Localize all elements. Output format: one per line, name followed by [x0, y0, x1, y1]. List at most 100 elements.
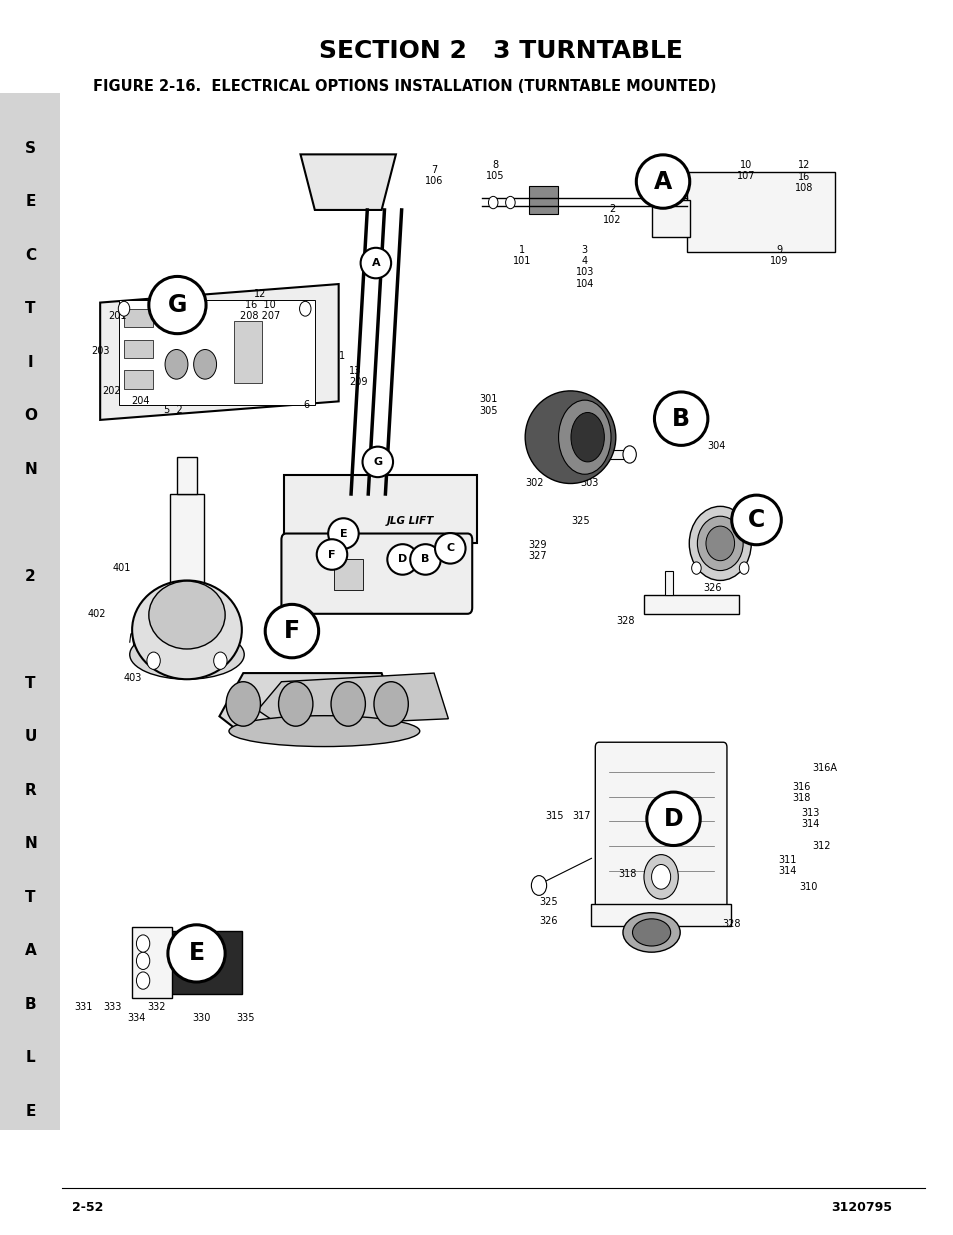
Ellipse shape — [360, 248, 391, 278]
Text: SECTION 2   3 TURNTABLE: SECTION 2 3 TURNTABLE — [318, 38, 682, 63]
Ellipse shape — [705, 526, 734, 561]
Text: 310: 310 — [799, 882, 817, 892]
Ellipse shape — [149, 582, 225, 650]
Text: 326: 326 — [538, 916, 557, 926]
FancyBboxPatch shape — [119, 300, 314, 405]
Ellipse shape — [168, 925, 225, 982]
Text: A: A — [371, 258, 380, 268]
Bar — [334, 559, 362, 590]
Text: 333: 333 — [103, 1002, 122, 1011]
Text: L: L — [26, 1051, 35, 1066]
Bar — [529, 186, 558, 214]
Bar — [233, 321, 262, 383]
Ellipse shape — [654, 391, 707, 446]
Circle shape — [374, 682, 408, 726]
Circle shape — [531, 876, 546, 895]
Text: 2: 2 — [25, 569, 36, 584]
Text: 201: 201 — [108, 311, 126, 321]
Text: 329
327: 329 327 — [528, 540, 547, 562]
Circle shape — [226, 682, 260, 726]
Text: N: N — [24, 462, 37, 477]
Text: 3120795: 3120795 — [830, 1202, 891, 1214]
Bar — [651, 200, 689, 237]
Text: 13
209: 13 209 — [349, 366, 367, 388]
FancyBboxPatch shape — [686, 172, 834, 252]
Text: 402: 402 — [88, 609, 106, 619]
Text: B: B — [25, 997, 36, 1011]
Text: E: E — [339, 529, 347, 538]
Ellipse shape — [688, 506, 750, 580]
Text: 3
4
103
104: 3 4 103 104 — [575, 245, 594, 289]
Text: F: F — [328, 548, 335, 561]
Ellipse shape — [632, 919, 670, 946]
Text: E: E — [26, 194, 35, 209]
Circle shape — [739, 562, 748, 574]
Text: G: G — [373, 456, 382, 468]
Bar — [664, 571, 672, 595]
Text: 304: 304 — [706, 441, 724, 451]
Text: T: T — [25, 301, 36, 316]
Text: JLG LIFT: JLG LIFT — [386, 516, 434, 526]
Text: B: B — [420, 553, 430, 566]
Ellipse shape — [636, 154, 689, 209]
Circle shape — [622, 446, 636, 463]
Ellipse shape — [524, 390, 616, 483]
Text: 8
105: 8 105 — [485, 159, 504, 182]
Ellipse shape — [130, 630, 244, 679]
Text: 7
106: 7 106 — [424, 164, 443, 186]
Bar — [124, 309, 152, 327]
Text: FIGURE 2-16.  ELECTRICAL OPTIONS INSTALLATION (TURNTABLE MOUNTED): FIGURE 2-16. ELECTRICAL OPTIONS INSTALLA… — [92, 79, 716, 94]
Ellipse shape — [229, 716, 419, 746]
Ellipse shape — [622, 913, 679, 952]
Text: 316A: 316A — [812, 763, 837, 773]
Text: 1
101: 1 101 — [512, 245, 531, 267]
Ellipse shape — [731, 495, 781, 545]
FancyBboxPatch shape — [595, 742, 726, 913]
Text: G: G — [373, 457, 382, 467]
Bar — [168, 931, 242, 994]
Circle shape — [331, 682, 365, 726]
Circle shape — [147, 652, 160, 669]
Circle shape — [643, 855, 678, 899]
Text: A: A — [653, 169, 672, 194]
Circle shape — [136, 972, 150, 989]
Text: 301
305: 301 305 — [478, 394, 497, 416]
Bar — [132, 927, 172, 998]
Ellipse shape — [570, 412, 604, 462]
Bar — [124, 370, 152, 389]
Bar — [177, 457, 196, 494]
Ellipse shape — [410, 545, 440, 574]
Text: D: D — [397, 555, 407, 564]
Text: 315: 315 — [544, 811, 563, 821]
Text: A: A — [371, 257, 380, 269]
Text: 204: 204 — [131, 396, 150, 406]
Bar — [124, 340, 152, 358]
Ellipse shape — [316, 540, 347, 569]
Text: S: S — [25, 141, 36, 156]
Text: 202: 202 — [102, 387, 121, 396]
Text: 316
318: 316 318 — [792, 782, 810, 804]
Text: E: E — [26, 1104, 35, 1119]
Text: 2
102: 2 102 — [602, 204, 621, 226]
Circle shape — [505, 196, 515, 209]
Text: 403: 403 — [123, 673, 142, 683]
Text: E: E — [339, 527, 347, 540]
Polygon shape — [300, 154, 395, 210]
Circle shape — [193, 350, 216, 379]
Circle shape — [278, 682, 313, 726]
Text: 6: 6 — [303, 400, 309, 410]
Text: 317: 317 — [572, 811, 591, 821]
Text: U: U — [25, 730, 36, 745]
Text: 5  2: 5 2 — [164, 405, 183, 415]
Text: 334: 334 — [127, 1013, 146, 1023]
Bar — [591, 904, 730, 926]
Text: T: T — [25, 676, 36, 690]
Text: O: O — [24, 409, 37, 424]
Text: 328: 328 — [616, 616, 635, 626]
Text: 330: 330 — [192, 1013, 211, 1023]
Circle shape — [691, 562, 700, 574]
Circle shape — [118, 301, 130, 316]
Text: 331: 331 — [74, 1002, 93, 1011]
Text: C: C — [445, 542, 455, 555]
Text: 312: 312 — [812, 841, 830, 851]
